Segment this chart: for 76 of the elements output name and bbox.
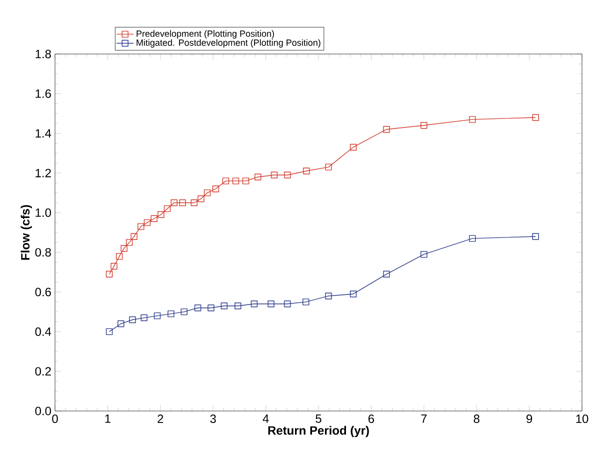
point [284, 300, 291, 308]
y-tick-label: 1.6 [36, 89, 51, 98]
point [164, 205, 171, 212]
point [222, 178, 230, 184]
point [254, 174, 262, 180]
point [158, 211, 164, 218]
point [250, 300, 258, 308]
point [150, 215, 158, 222]
point [532, 233, 539, 240]
point [325, 164, 332, 170]
x-tick-label: 2 [158, 414, 164, 423]
y-tick-label: 0.8 [35, 248, 51, 257]
x-tick-label: 3 [210, 414, 216, 424]
point [129, 316, 136, 324]
point [179, 199, 186, 206]
point [270, 172, 278, 178]
point [232, 178, 240, 184]
point [170, 199, 178, 206]
point [106, 270, 113, 278]
point [350, 144, 357, 151]
point [204, 189, 211, 196]
point [420, 122, 428, 129]
x-tick-label: 9 [526, 414, 532, 424]
point [120, 245, 128, 252]
x-tick-label: 10 [576, 414, 588, 424]
x-tick-label: 1 [105, 414, 110, 423]
point [194, 304, 202, 312]
point [116, 252, 123, 260]
point [303, 168, 310, 174]
point [234, 302, 242, 310]
y-tick-label: 0.4 [35, 327, 52, 336]
point [350, 290, 357, 298]
x-tick-label: 6 [368, 414, 374, 424]
x-tick-label: 8 [474, 414, 480, 424]
point [220, 302, 228, 310]
point [126, 239, 133, 246]
y-tick-label: 1.2 [36, 168, 51, 178]
y-tick-label: 1.4 [36, 129, 52, 138]
point [198, 195, 204, 202]
point [130, 233, 138, 240]
point [106, 328, 113, 336]
point [212, 186, 220, 192]
y-tick-label: 1.0 [36, 208, 52, 217]
point [469, 235, 476, 242]
point [268, 300, 274, 308]
point [168, 310, 174, 318]
y-tick-label: 0.0 [35, 406, 52, 416]
point [138, 223, 144, 230]
point [383, 126, 390, 133]
x-axis-title: Return Period (yr) [268, 426, 369, 438]
point [190, 199, 198, 206]
x-tick-label: 0 [52, 414, 58, 424]
point [302, 298, 310, 306]
x-tick-label: 4 [262, 414, 269, 423]
point [420, 250, 428, 258]
point [532, 114, 539, 121]
point [383, 270, 390, 278]
y-tick-label: 1.8 [36, 50, 51, 58]
legend-label: Predevelopment (Plotting Position) [136, 30, 274, 39]
point [144, 219, 151, 226]
point [284, 172, 291, 178]
point [110, 262, 118, 270]
x-tick-label: 7 [421, 414, 427, 423]
x-tick-label: 5 [316, 414, 322, 423]
point [469, 116, 476, 123]
point [242, 178, 250, 184]
point [208, 304, 214, 312]
point [180, 308, 188, 316]
point [140, 314, 148, 322]
point [118, 320, 124, 328]
point [325, 292, 332, 300]
y-tick-label: 0.2 [35, 367, 51, 376]
legend-label: Mitigated. Postdevelopment (Plotting Position) [136, 39, 320, 48]
point [154, 312, 161, 320]
y-tick-label: 0.6 [35, 288, 51, 296]
y-axis-title: Flow (cfs) [20, 205, 32, 260]
